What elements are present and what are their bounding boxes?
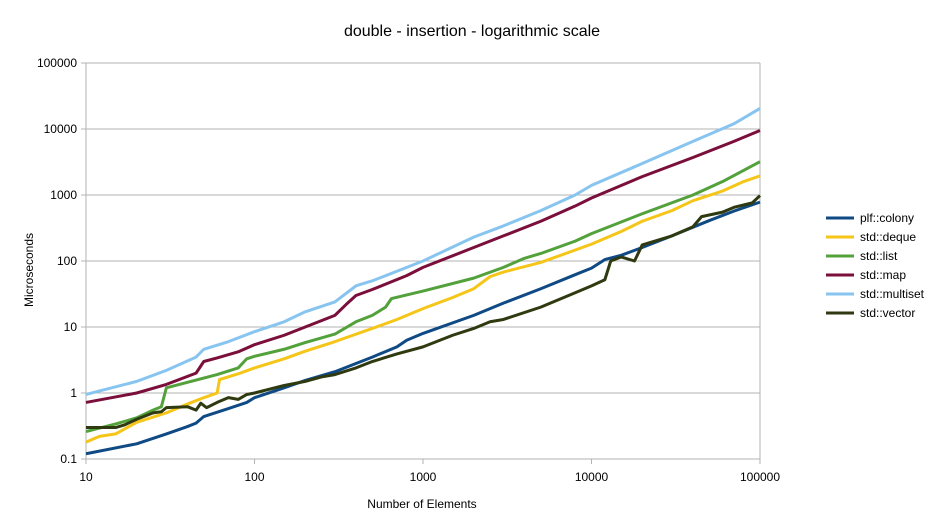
series-line-std-map <box>85 129 761 404</box>
legend-label: std::deque <box>860 230 916 244</box>
x-axis-ticks: 10 100 1000 10000 100000 <box>79 459 780 484</box>
y-tick-label: 1000 <box>50 188 77 202</box>
legend-label: std::vector <box>860 306 915 320</box>
x-tick-label: 10 <box>79 470 93 484</box>
legend-label: std::map <box>860 268 906 282</box>
x-axis-label: Number of Elements <box>367 497 476 511</box>
y-tick-label: 100 <box>57 254 77 268</box>
y-tick-label: 10 <box>64 320 78 334</box>
y-tick-label: 10000 <box>44 122 78 136</box>
series-line-std-multiset <box>85 107 761 396</box>
series-line-plf-colony <box>85 200 761 456</box>
y-axis-label: Microseconds <box>22 233 36 307</box>
series-lines <box>85 107 762 456</box>
x-tick-label: 1000 <box>410 470 437 484</box>
y-tick-label: 1 <box>70 386 77 400</box>
series-line-std-list <box>85 160 761 434</box>
y-axis-ticks: 0.1 1 10 100 1000 10000 100000 <box>37 56 86 466</box>
grid <box>86 62 760 460</box>
legend-label: std::multiset <box>860 287 925 301</box>
y-tick-label: 0.1 <box>60 452 77 466</box>
legend: plf::colonystd::dequestd::liststd::mapst… <box>826 211 925 320</box>
x-tick-label: 100 <box>244 470 264 484</box>
y-tick-label: 100000 <box>37 56 77 70</box>
legend-label: plf::colony <box>860 211 914 225</box>
chart-title: double - insertion - logarithmic scale <box>344 23 600 40</box>
x-tick-label: 100000 <box>740 470 780 484</box>
x-tick-label: 10000 <box>575 470 609 484</box>
series-line-std-vector <box>86 194 762 430</box>
legend-label: std::list <box>860 249 898 263</box>
